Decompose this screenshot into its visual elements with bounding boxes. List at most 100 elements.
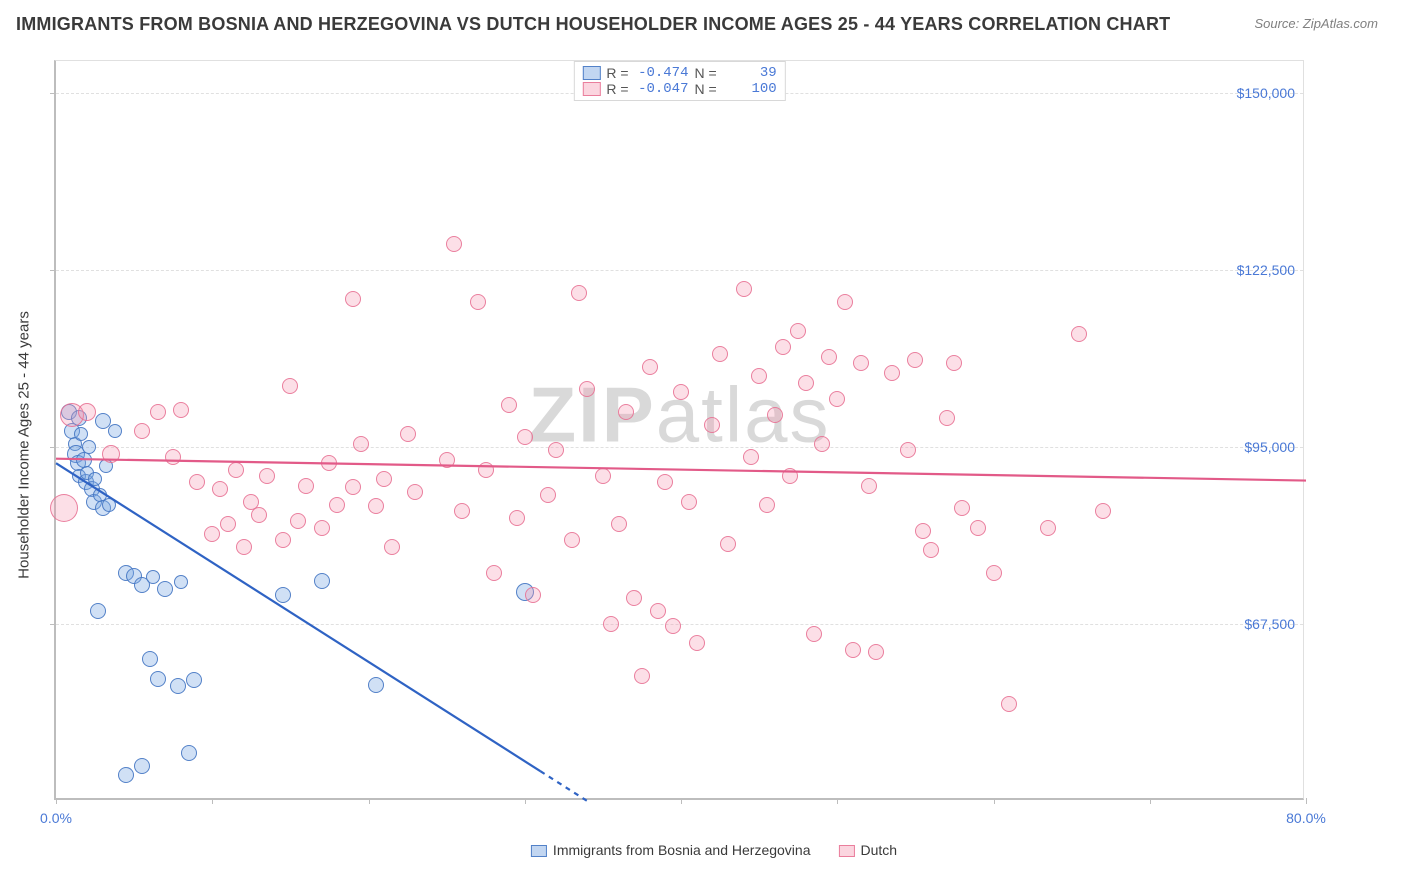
y-tick — [50, 624, 56, 625]
source-name: ZipAtlas.com — [1303, 16, 1378, 31]
x-tick — [994, 798, 995, 804]
x-tick — [1150, 798, 1151, 804]
data-point-pink — [743, 449, 759, 465]
data-point-pink — [134, 423, 150, 439]
data-point-blue — [88, 472, 102, 486]
y-tick — [50, 270, 56, 271]
data-point-pink — [548, 442, 564, 458]
chart-title: IMMIGRANTS FROM BOSNIA AND HERZEGOVINA V… — [16, 14, 1170, 35]
data-point-pink — [228, 462, 244, 478]
data-point-pink — [353, 436, 369, 452]
plot-wrap: Householder Income Ages 25 - 44 years ZI… — [54, 60, 1374, 830]
data-point-pink — [689, 635, 705, 651]
data-point-pink — [400, 426, 416, 442]
data-point-pink — [650, 603, 666, 619]
x-tick — [56, 798, 57, 804]
data-point-pink — [603, 616, 619, 632]
legend-label-pink: Dutch — [860, 842, 897, 858]
data-point-pink — [220, 516, 236, 532]
data-point-blue — [134, 758, 150, 774]
gridline — [56, 447, 1303, 448]
data-point-pink — [782, 468, 798, 484]
data-point-pink — [775, 339, 791, 355]
legend-correlation-box: R = -0.474 N = 39 R = -0.047 N = 100 — [573, 61, 785, 101]
data-point-pink — [236, 539, 252, 555]
y-tick — [50, 447, 56, 448]
data-point-pink — [407, 484, 423, 500]
x-tick — [837, 798, 838, 804]
data-point-blue — [108, 424, 122, 438]
data-point-pink — [314, 520, 330, 536]
data-point-pink — [884, 365, 900, 381]
legend-item-blue: Immigrants from Bosnia and Herzegovina — [531, 842, 811, 858]
data-point-pink — [970, 520, 986, 536]
data-point-pink — [470, 294, 486, 310]
data-point-blue — [186, 672, 202, 688]
legend-n-label: N = — [695, 65, 717, 81]
data-point-pink — [861, 478, 877, 494]
data-point-pink — [720, 536, 736, 552]
data-point-pink — [102, 445, 120, 463]
data-point-pink — [251, 507, 267, 523]
legend-swatch-blue-icon — [582, 66, 600, 80]
source-attribution: Source: ZipAtlas.com — [1254, 16, 1378, 31]
data-point-pink — [790, 323, 806, 339]
data-point-pink — [618, 404, 634, 420]
data-point-pink — [525, 587, 541, 603]
data-point-pink — [579, 381, 595, 397]
data-point-pink — [907, 352, 923, 368]
legend-row-blue: R = -0.474 N = 39 — [582, 65, 776, 81]
data-point-pink — [798, 375, 814, 391]
data-point-pink — [321, 455, 337, 471]
y-tick-label: $122,500 — [1237, 262, 1295, 278]
data-point-blue — [102, 498, 116, 512]
data-point-pink — [845, 642, 861, 658]
data-point-pink — [946, 355, 962, 371]
data-point-blue — [146, 570, 160, 584]
y-tick — [50, 93, 56, 94]
trend-lines — [56, 61, 1306, 801]
data-point-pink — [767, 407, 783, 423]
data-point-pink — [900, 442, 916, 458]
data-point-pink — [259, 468, 275, 484]
data-point-pink — [853, 355, 869, 371]
data-point-pink — [173, 402, 189, 418]
data-point-pink — [384, 539, 400, 555]
data-point-pink — [1095, 503, 1111, 519]
data-point-pink — [868, 644, 884, 660]
x-tick — [212, 798, 213, 804]
data-point-pink — [275, 532, 291, 548]
data-point-pink — [1071, 326, 1087, 342]
data-point-pink — [915, 523, 931, 539]
data-point-pink — [611, 516, 627, 532]
data-point-pink — [1001, 696, 1017, 712]
data-point-pink — [50, 494, 78, 522]
data-point-pink — [486, 565, 502, 581]
data-point-pink — [736, 281, 752, 297]
legend-series: Immigrants from Bosnia and Herzegovina D… — [531, 842, 897, 858]
x-tick — [1306, 798, 1307, 804]
legend-swatch-blue-icon — [531, 845, 547, 857]
data-point-pink — [189, 474, 205, 490]
data-point-pink — [345, 479, 361, 495]
gridline — [56, 270, 1303, 271]
data-point-pink — [954, 500, 970, 516]
legend-label-blue: Immigrants from Bosnia and Herzegovina — [553, 842, 811, 858]
data-point-blue — [90, 603, 106, 619]
data-point-pink — [204, 526, 220, 542]
y-tick-label: $67,500 — [1244, 616, 1295, 632]
x-tick — [525, 798, 526, 804]
data-point-pink — [657, 474, 673, 490]
legend-r-label: R = — [606, 81, 628, 97]
data-point-pink — [665, 618, 681, 634]
data-point-blue — [150, 671, 166, 687]
data-point-pink — [704, 417, 720, 433]
data-point-pink — [376, 471, 392, 487]
legend-row-pink: R = -0.047 N = 100 — [582, 81, 776, 97]
data-point-blue — [170, 678, 186, 694]
data-point-pink — [150, 404, 166, 420]
data-point-blue — [142, 651, 158, 667]
legend-swatch-pink-icon — [838, 845, 854, 857]
legend-item-pink: Dutch — [838, 842, 897, 858]
data-point-pink — [829, 391, 845, 407]
